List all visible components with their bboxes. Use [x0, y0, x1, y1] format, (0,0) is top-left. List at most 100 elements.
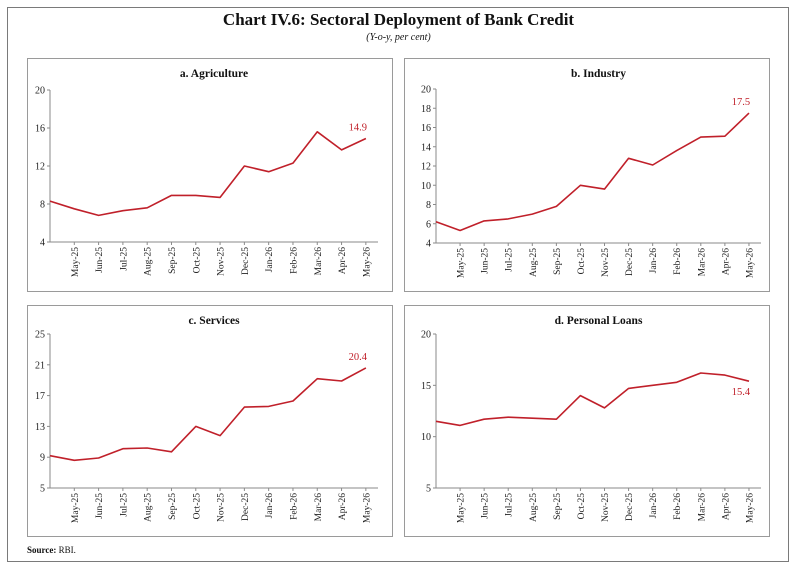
x-tick-label: Jul-25	[505, 248, 515, 272]
y-tick-label: 5	[426, 484, 431, 495]
source-note: Source: RBI.	[27, 545, 76, 555]
x-tick-label: May-25	[457, 248, 467, 278]
x-tick-label: Jul-25	[119, 247, 129, 271]
y-tick-label: 12	[35, 162, 45, 173]
chart-personal-loans: d. Personal Loans 5 10 15 20 May-25 Jun-25 Jul-…	[421, 315, 761, 523]
end-value-label: 17.5	[732, 97, 750, 108]
x-tick-label: Oct-25	[192, 247, 202, 274]
panel-title: d. Personal Loans	[555, 315, 643, 327]
x-tick-label: Aug-25	[529, 493, 539, 522]
x-tick-label: Apr-26	[338, 493, 348, 520]
data-point	[507, 416, 509, 418]
source-label: Source:	[27, 545, 57, 555]
y-tick-label: 10	[421, 432, 431, 443]
data-point	[170, 451, 172, 453]
y-tick-label: 16	[35, 124, 45, 135]
x-tick-label: Feb-26	[673, 493, 683, 520]
x-tick-label: Jan-26	[265, 247, 275, 273]
data-point	[628, 387, 630, 389]
x-tick-label: Feb-26	[289, 493, 299, 520]
y-tick-label: 12	[421, 162, 431, 173]
data-point	[604, 407, 606, 409]
data-point	[579, 184, 581, 186]
source-text: RBI.	[58, 545, 76, 555]
data-point	[748, 112, 750, 114]
data-point	[579, 395, 581, 397]
data-point	[146, 447, 148, 449]
x-tick-label: Feb-26	[673, 248, 683, 275]
y-tick-label: 14	[421, 142, 431, 153]
y-tick-label: 6	[426, 219, 431, 230]
x-tick-label: May-25	[457, 493, 467, 523]
y-tick-label: 4	[426, 239, 431, 250]
data-point	[268, 171, 270, 173]
chart-agriculture: a. Agriculture 4 8 12 16 20 May-25 Jun-25 Jul-25…	[35, 68, 378, 277]
data-point	[219, 196, 221, 198]
data-point	[748, 380, 750, 382]
x-tick-label: Jul-25	[505, 493, 515, 517]
x-tick-label: Apr-26	[721, 493, 731, 520]
x-tick-label: May-26	[362, 247, 372, 277]
x-tick-label: Sep-25	[168, 247, 178, 274]
x-tick-label: May-26	[745, 248, 755, 278]
x-tick-label: Nov-25	[601, 248, 611, 277]
x-tick-label: Jun-25	[95, 247, 105, 273]
panel-personal-loans: d. Personal Loans 5 10 15 20 May-25 Jun-25 Jul-…	[404, 305, 770, 537]
data-point	[316, 378, 318, 380]
x-tick-label: Jun-25	[481, 493, 491, 519]
y-tick-label: 18	[421, 104, 431, 115]
y-tick-label: 21	[35, 360, 45, 371]
x-tick-label: Sep-25	[553, 248, 563, 275]
panel-title: a. Agriculture	[180, 68, 248, 80]
data-point	[195, 194, 197, 196]
x-tick-label: Nov-25	[217, 247, 227, 276]
x-tick-label: Aug-25	[144, 493, 154, 522]
panel-agriculture: a. Agriculture 4 8 12 16 20 May-25 Jun-25 Jul-25…	[27, 58, 393, 292]
panel-title: c. Services	[188, 315, 240, 327]
data-point	[219, 435, 221, 437]
data-point	[628, 157, 630, 159]
panel-services: c. Services 5 9 13 17 21 25 May-25 Jun-25 Jul-25 A…	[27, 305, 393, 537]
data-point	[243, 165, 245, 167]
data-point	[292, 400, 294, 402]
data-point	[292, 162, 294, 164]
y-tick-label: 5	[40, 484, 45, 495]
data-point	[98, 457, 100, 459]
x-tick-label: Mar-26	[314, 247, 324, 276]
data-point	[243, 406, 245, 408]
x-tick-label: May-26	[745, 493, 755, 523]
x-tick-label: Aug-25	[144, 247, 154, 276]
panel-industry: b. Industry 4 6 8 10 12 14 16 18 20 May-25 Jun-25 Ju…	[404, 58, 770, 292]
chart-title: Chart IV.6: Sectoral Deployment of Bank …	[222, 10, 575, 29]
x-tick-label: May-26	[362, 493, 372, 523]
y-tick-label: 25	[35, 330, 45, 341]
y-tick-label: 10	[421, 181, 431, 192]
data-point	[724, 135, 726, 137]
x-tick-label: Dec-25	[241, 247, 251, 275]
data-point	[652, 164, 654, 166]
data-point	[555, 418, 557, 420]
data-point	[531, 213, 533, 215]
chart-subtitle: (Y-o-y, per cent)	[366, 32, 431, 43]
y-tick-label: 20	[421, 330, 431, 341]
x-tick-label: Feb-26	[289, 247, 299, 274]
x-tick-label: May-25	[71, 247, 81, 277]
data-point	[483, 418, 485, 420]
x-tick-label: Jan-26	[649, 248, 659, 274]
series-line	[435, 112, 750, 232]
data-point	[507, 218, 509, 220]
data-point	[122, 448, 124, 450]
x-tick-label: Oct-25	[577, 248, 587, 275]
data-point	[98, 214, 100, 216]
x-tick-label: Jan-26	[265, 493, 275, 519]
data-point	[195, 425, 197, 427]
data-point	[365, 137, 367, 139]
end-value-label: 15.4	[732, 387, 751, 398]
data-point	[365, 367, 367, 369]
x-tick-label: Dec-25	[241, 493, 251, 521]
data-point	[459, 424, 461, 426]
data-point	[73, 459, 75, 461]
x-tick-label: May-25	[71, 493, 81, 523]
data-point	[676, 381, 678, 383]
y-tick-label: 15	[421, 381, 431, 392]
